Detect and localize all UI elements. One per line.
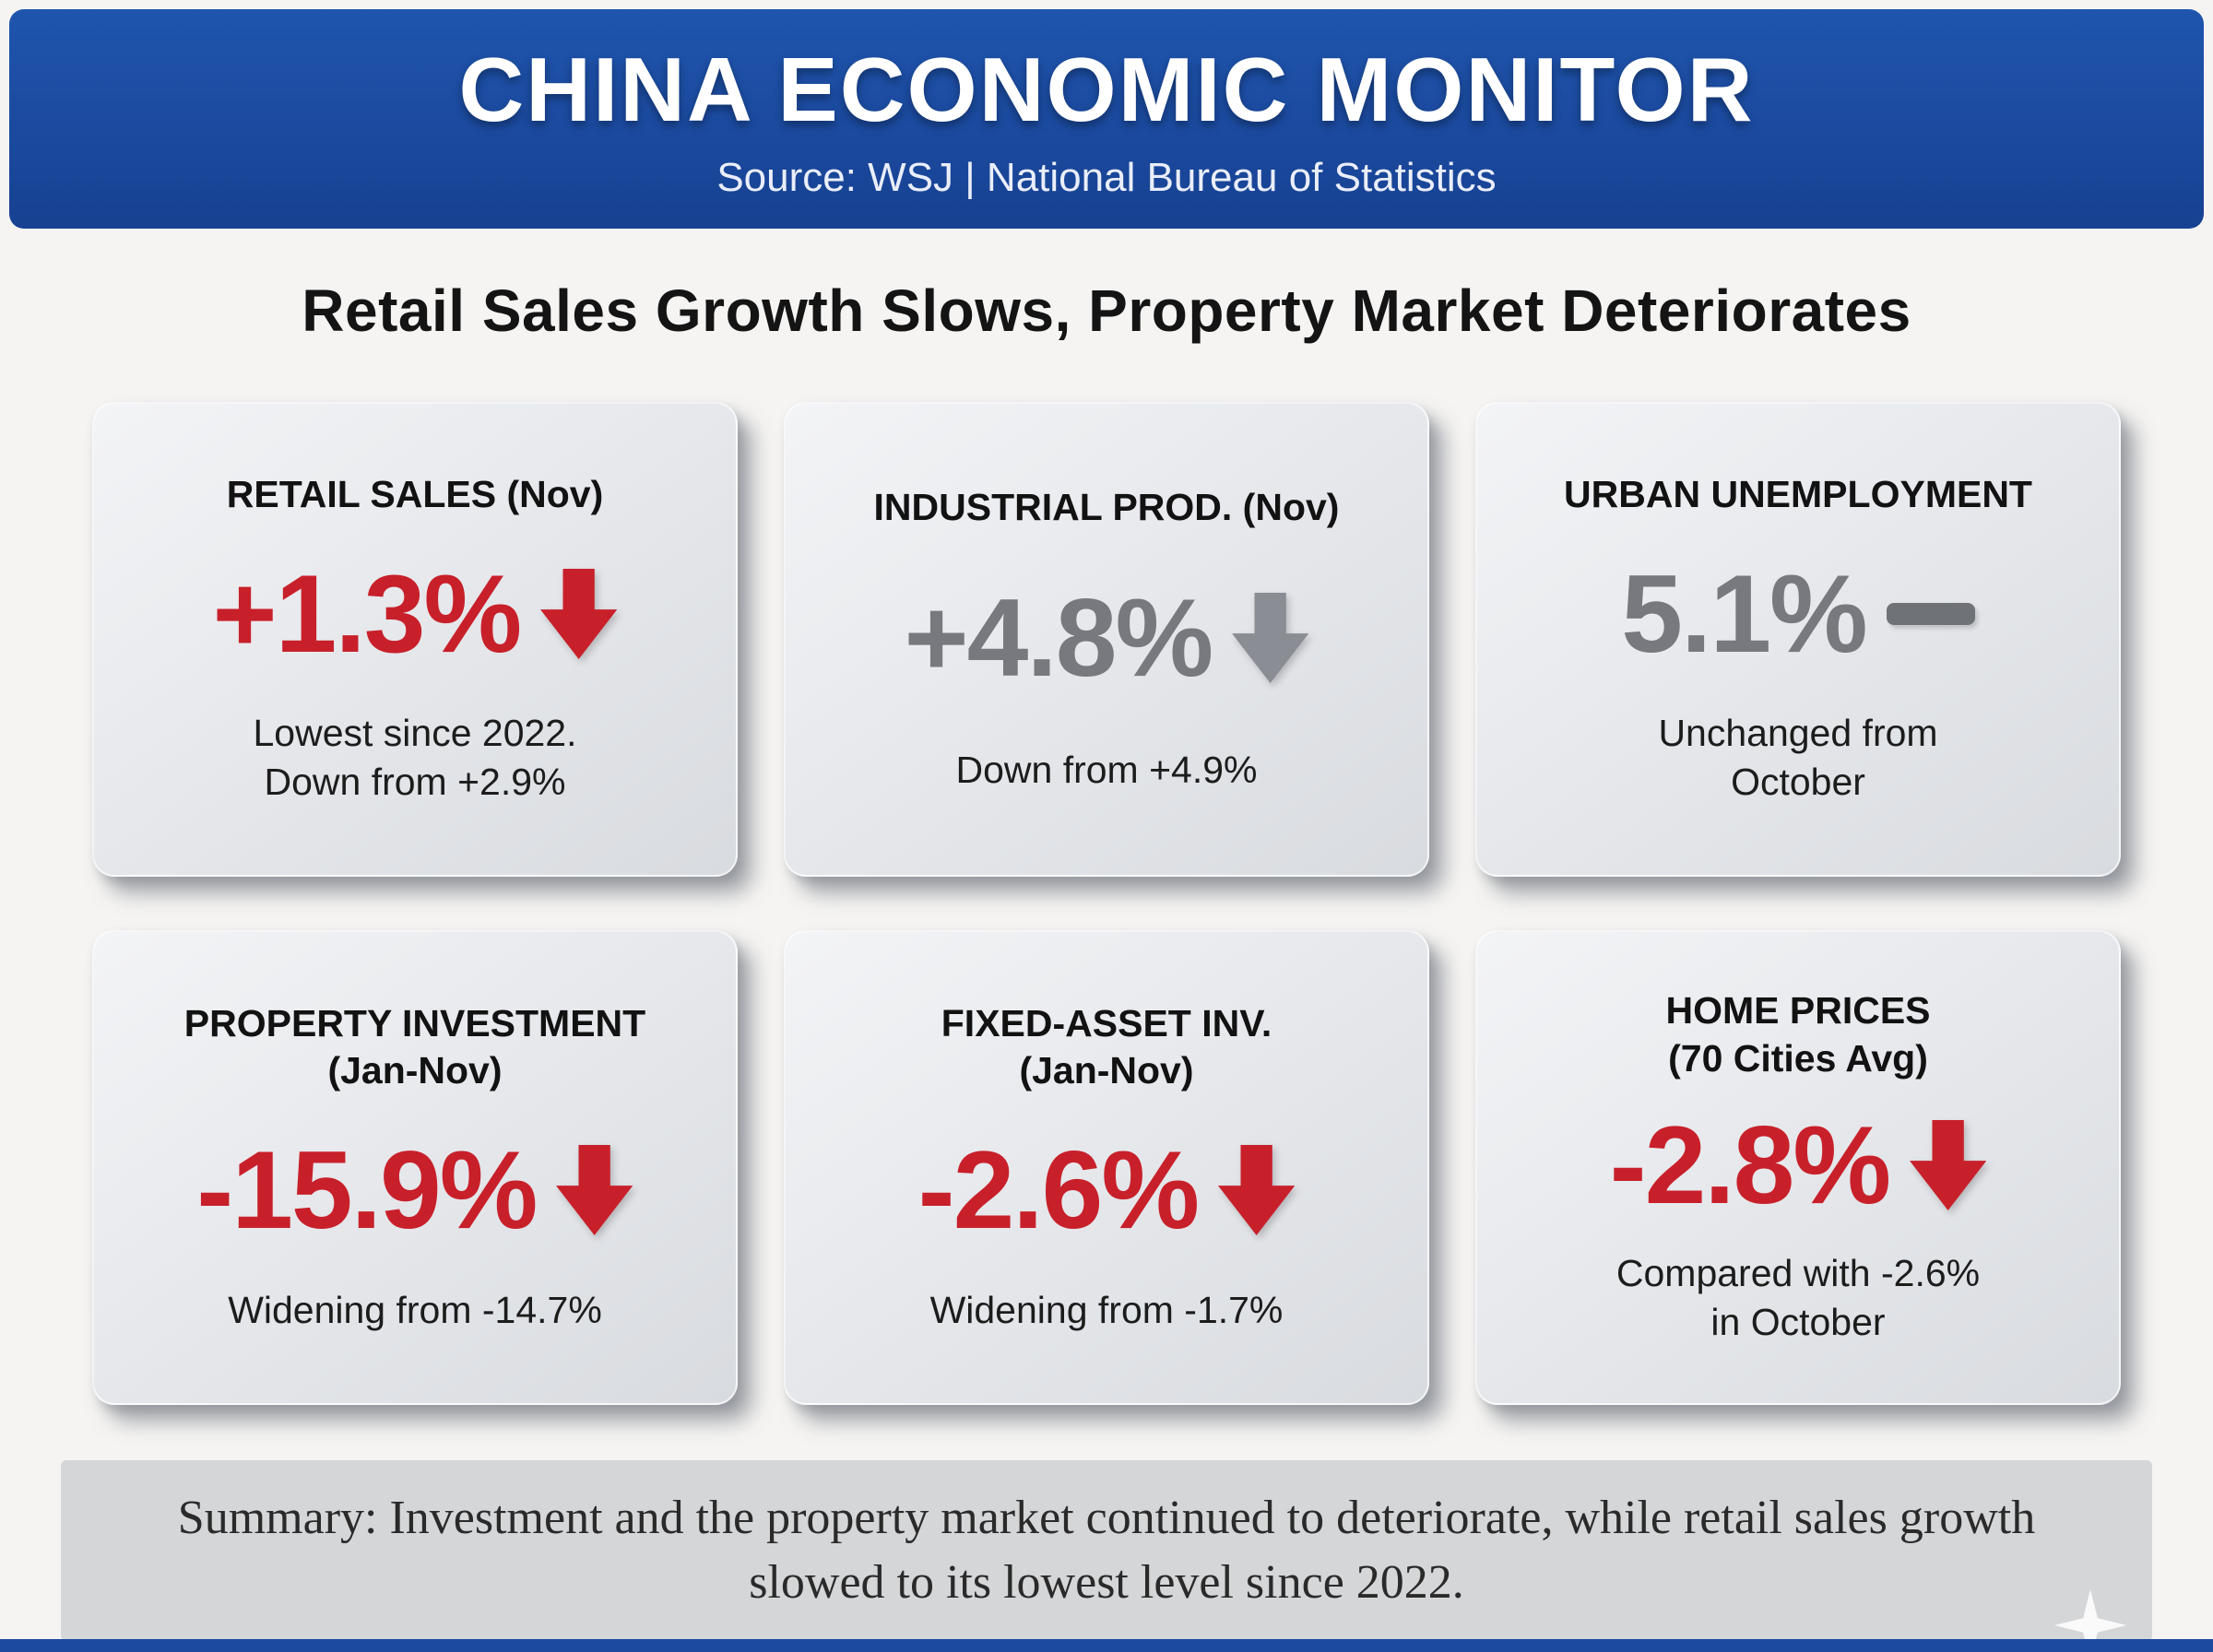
metric-note: Down from +4.9% bbox=[955, 749, 1258, 792]
metric-value-row: +1.3% bbox=[213, 559, 618, 669]
metrics-grid: RETAIL SALES (Nov) +1.3% Lowest since 20… bbox=[0, 402, 2213, 1405]
metric-value: -15.9% bbox=[196, 1128, 538, 1253]
down-arrow-icon bbox=[1910, 1120, 1987, 1211]
metric-title: RETAIL SALES (Nov) bbox=[226, 473, 604, 516]
metric-note: Compared with -2.6% in October bbox=[1615, 1251, 1981, 1344]
metric-title: HOME PRICES (70 Cities Avg) bbox=[1665, 989, 1931, 1080]
metric-card-fixed-asset-investment: FIXED-ASSET INV. (Jan-Nov) -2.6% Widenin… bbox=[784, 930, 1429, 1405]
headline: Retail Sales Growth Slows, Property Mark… bbox=[302, 277, 1911, 344]
metric-value: 5.1% bbox=[1621, 551, 1868, 676]
bottom-blue-strip bbox=[0, 1639, 2213, 1652]
metric-note: Lowest since 2022. Down from +2.9% bbox=[253, 712, 577, 804]
metric-value-row: -2.8% bbox=[1610, 1110, 1987, 1221]
down-arrow-icon bbox=[556, 1145, 633, 1236]
header-banner: CHINA ECONOMIC MONITOR Source: WSJ | Nat… bbox=[9, 9, 2204, 229]
metric-title: PROPERTY INVESTMENT (Jan-Nov) bbox=[183, 1001, 646, 1092]
metric-value: -2.6% bbox=[917, 1128, 1200, 1253]
metric-title: INDUSTRIAL PROD. (Nov) bbox=[873, 485, 1340, 528]
source-line: Source: WSJ | National Bureau of Statist… bbox=[716, 154, 1497, 200]
metric-value: +4.8% bbox=[904, 576, 1214, 701]
page-title: CHINA ECONOMIC MONITOR bbox=[458, 38, 1755, 140]
metric-value: -2.8% bbox=[1609, 1103, 1891, 1228]
flat-dash-icon bbox=[1886, 602, 1975, 625]
sparkle-icon bbox=[2054, 1589, 2126, 1652]
metric-card-urban-unemployment: URBAN UNEMPLOYMENT 5.1% Unchanged from O… bbox=[1475, 402, 2121, 877]
summary-bar: Summary: Investment and the property mar… bbox=[61, 1460, 2152, 1652]
metric-card-industrial-production: INDUSTRIAL PROD. (Nov) +4.8% Down from +… bbox=[784, 402, 1429, 877]
metric-value: +1.3% bbox=[212, 551, 523, 676]
down-arrow-icon bbox=[1218, 1145, 1296, 1236]
metric-value-row: -15.9% bbox=[196, 1135, 633, 1245]
down-arrow-icon bbox=[1232, 593, 1309, 684]
metric-value-row: 5.1% bbox=[1621, 559, 1975, 669]
summary-text: Summary: Investment and the property mar… bbox=[177, 1492, 2036, 1610]
down-arrow-icon bbox=[540, 568, 618, 659]
metric-note: Unchanged from October bbox=[1658, 712, 1938, 804]
metric-card-property-investment: PROPERTY INVESTMENT (Jan-Nov) -15.9% Wid… bbox=[92, 930, 738, 1405]
metric-note: Widening from -1.7% bbox=[929, 1288, 1284, 1331]
metric-title: FIXED-ASSET INV. (Jan-Nov) bbox=[941, 1001, 1272, 1092]
metric-note: Widening from -14.7% bbox=[228, 1288, 602, 1331]
metric-value-row: -2.6% bbox=[918, 1135, 1296, 1245]
metric-value-row: +4.8% bbox=[905, 583, 1309, 693]
metric-card-retail-sales: RETAIL SALES (Nov) +1.3% Lowest since 20… bbox=[92, 402, 738, 877]
metric-card-home-prices: HOME PRICES (70 Cities Avg) -2.8% Compar… bbox=[1475, 930, 2121, 1405]
metric-title: URBAN UNEMPLOYMENT bbox=[1564, 473, 2032, 516]
